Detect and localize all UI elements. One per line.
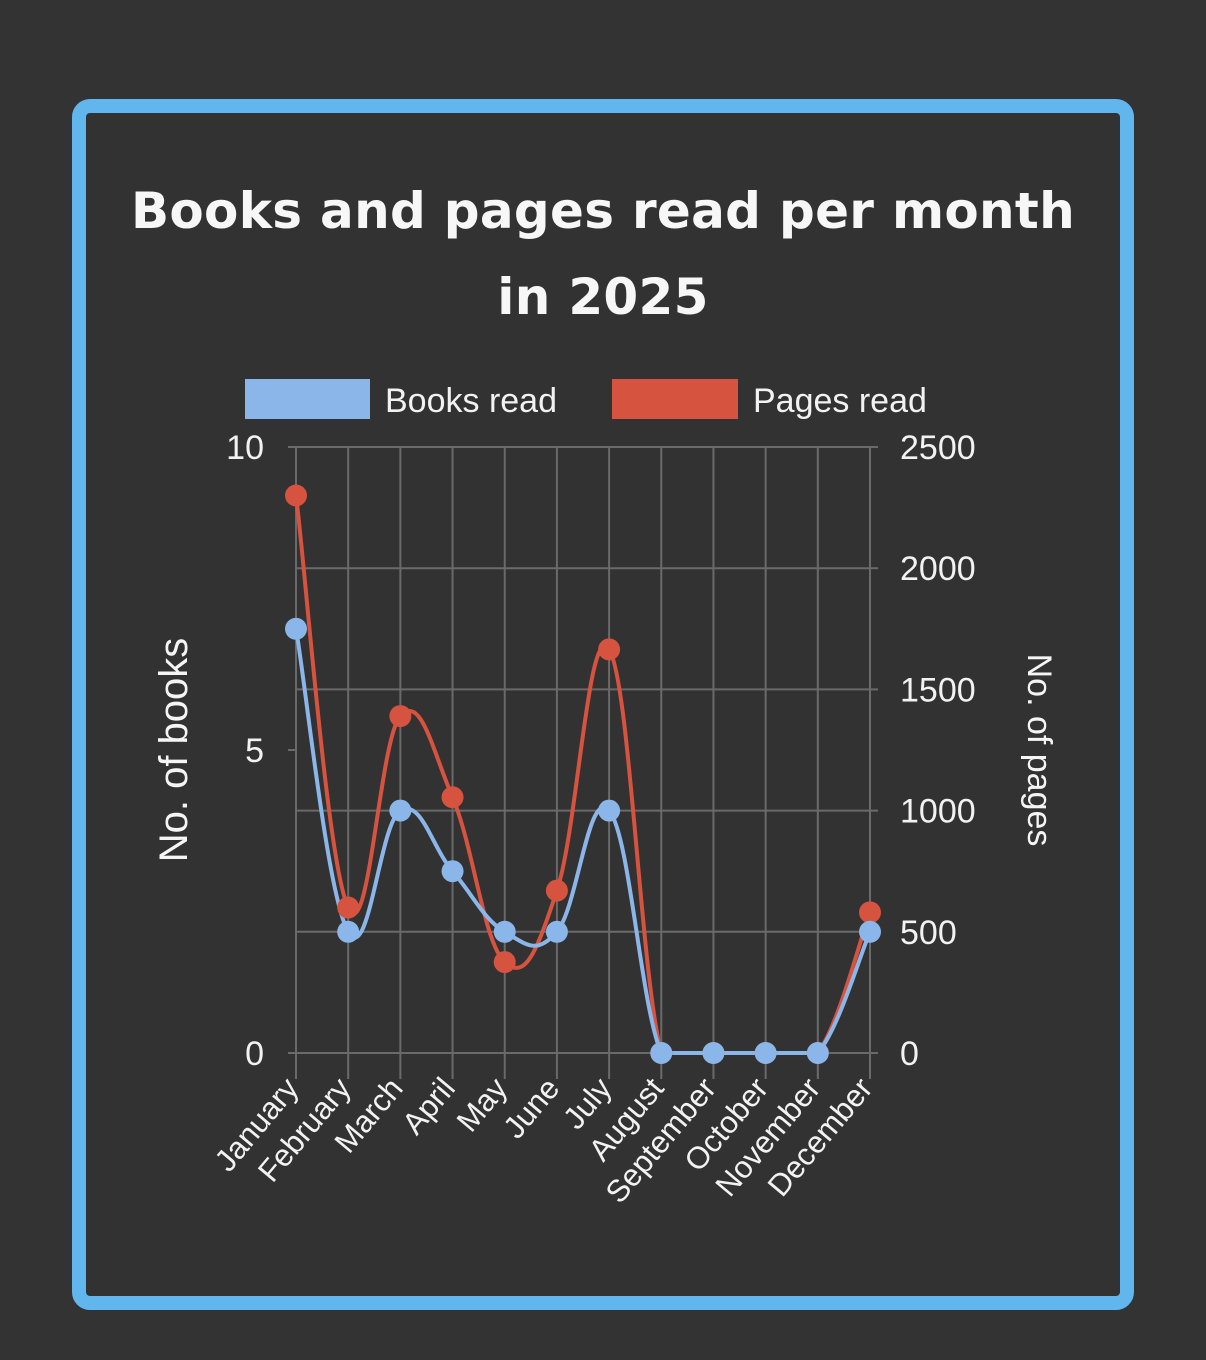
chart-title: Books and pages read per month in 2025 xyxy=(0,168,1206,340)
grid xyxy=(295,446,871,1079)
right-tick-label: 500 xyxy=(900,914,957,952)
left-tick-label: 5 xyxy=(245,732,264,770)
data-point-books-read[interactable] xyxy=(441,860,464,883)
data-point-books-read[interactable] xyxy=(493,920,516,943)
data-point-books-read[interactable] xyxy=(285,617,307,640)
data-point-pages-read[interactable] xyxy=(389,705,412,728)
right-tick-label: 0 xyxy=(900,1035,919,1073)
data-point-pages-read[interactable] xyxy=(337,896,360,919)
data-point-books-read[interactable] xyxy=(650,1042,673,1064)
data-point-books-read[interactable] xyxy=(598,799,621,822)
data-points[interactable] xyxy=(285,484,881,1064)
data-point-pages-read[interactable] xyxy=(545,879,568,902)
chart-title-line-2: in 2025 xyxy=(497,268,709,326)
series xyxy=(294,495,872,1055)
data-point-books-read[interactable] xyxy=(754,1042,777,1064)
data-point-books-read[interactable] xyxy=(389,799,412,822)
data-point-pages-read[interactable] xyxy=(441,786,464,809)
legend-label-books-read[interactable]: Books read xyxy=(385,382,557,420)
y-axis-left-label: No. of books xyxy=(152,638,196,863)
data-point-books-read[interactable] xyxy=(337,920,360,943)
data-point-books-read[interactable] xyxy=(859,920,881,943)
x-tick-label: April xyxy=(395,1071,462,1141)
legend[interactable]: Books read Pages read xyxy=(245,379,927,420)
y-axis-right-label: No. of pages xyxy=(1020,654,1058,847)
right-tick-label: 2500 xyxy=(900,429,976,467)
series-line-pages-read xyxy=(294,495,872,1055)
left-tick-label: 0 xyxy=(245,1035,264,1073)
series-line-books-read xyxy=(294,628,872,1055)
right-tick-label: 2000 xyxy=(900,550,976,588)
legend-label-pages-read[interactable]: Pages read xyxy=(753,382,927,420)
data-point-pages-read[interactable] xyxy=(598,638,621,661)
data-point-books-read[interactable] xyxy=(806,1042,829,1064)
data-point-books-read[interactable] xyxy=(545,920,568,943)
chart-title-line-1: Books and pages read per month xyxy=(131,182,1075,240)
data-point-books-read[interactable] xyxy=(702,1042,725,1064)
data-point-pages-read[interactable] xyxy=(285,484,307,507)
right-tick-label: 1000 xyxy=(900,793,976,831)
right-tick-label: 1500 xyxy=(900,671,976,709)
data-point-pages-read[interactable] xyxy=(493,951,516,974)
data-point-pages-read[interactable] xyxy=(859,901,881,924)
left-tick-label: 10 xyxy=(226,429,264,467)
chart-card xyxy=(72,99,1134,1310)
legend-swatch-pages-read[interactable] xyxy=(612,379,738,419)
legend-swatch-books-read[interactable] xyxy=(245,379,370,419)
x-tick-label: June xyxy=(496,1071,566,1145)
